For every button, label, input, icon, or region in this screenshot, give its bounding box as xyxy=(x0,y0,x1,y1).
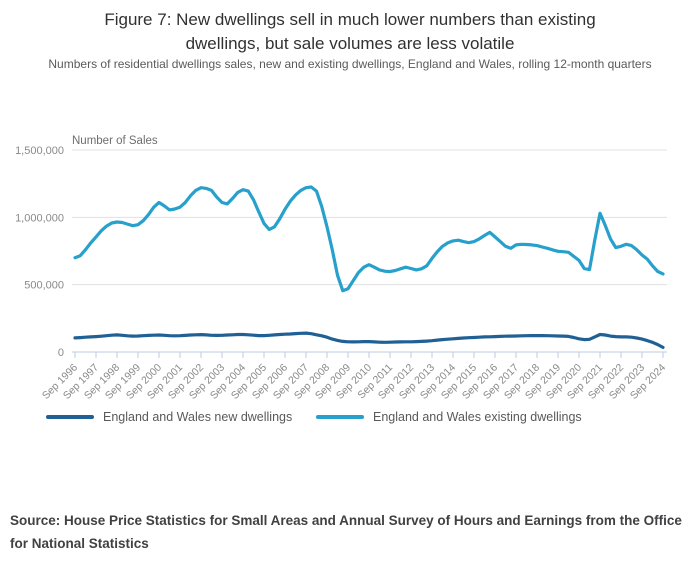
series-line-new-dwellings xyxy=(73,331,665,349)
chart-title: Figure 7: New dwellings sell in much low… xyxy=(104,10,596,53)
legend-entry-new-dwellings: England and Wales new dwellings xyxy=(46,408,292,426)
y-axis-tick-label: 1,000,000 xyxy=(15,212,64,224)
y-axis-title: Number of Sales xyxy=(72,135,158,147)
y-axis-tick-label: 0 xyxy=(58,347,64,359)
legend-label-existing-dwellings: England and Wales existing dwellings xyxy=(373,410,582,424)
legend-entry-existing-dwellings: England and Wales existing dwellings xyxy=(316,408,582,426)
source-note: Source: House Price Statistics for Small… xyxy=(10,513,682,551)
legend-label-new-dwellings: England and Wales new dwellings xyxy=(103,410,293,424)
legend-swatch-existing-dwellings-icon xyxy=(316,415,364,419)
legend-swatch-new-dwellings-icon xyxy=(46,415,94,419)
series-line-existing-dwellings xyxy=(73,185,665,293)
y-axis-tick-label: 1,500,000 xyxy=(15,145,64,157)
y-axis-tick-label: 500,000 xyxy=(24,280,64,292)
line-chart: 1,500,000 1,000,000 500,000 0 Sep 1996 Sep 19… xyxy=(0,130,700,420)
chart-subtitle: Numbers of residential dwellings sales, … xyxy=(48,57,652,71)
legend: England and Wales new dwellings England … xyxy=(0,408,700,426)
